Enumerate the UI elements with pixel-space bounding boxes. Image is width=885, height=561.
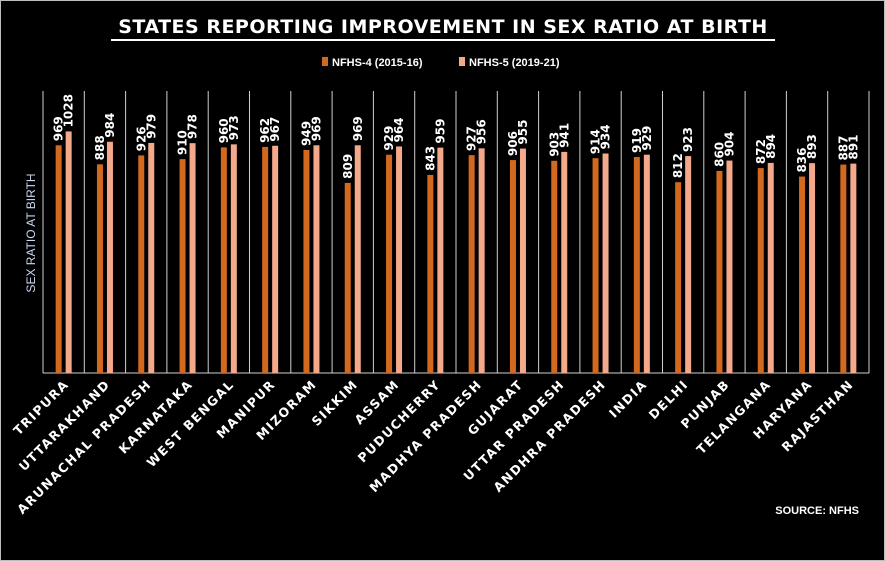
bar-nfhs4 [262, 146, 269, 373]
bar-nfhs4 [675, 182, 682, 373]
bar-nfhs5 [354, 145, 361, 373]
legend-label-nfhs5: NFHS-5 (2019-21) [469, 57, 560, 69]
bar-nfhs4 [757, 168, 764, 373]
bar-nfhs4 [468, 155, 475, 373]
data-label: 860 [712, 142, 726, 167]
data-label: 872 [754, 139, 768, 164]
bar-nfhs5 [230, 144, 237, 373]
legend-label-nfhs4: NFHS-4 (2015-16) [332, 57, 423, 69]
data-label: 960 [217, 118, 231, 143]
bar-nfhs5 [396, 146, 403, 373]
bar-nfhs5 [148, 142, 155, 373]
data-label: 906 [506, 131, 520, 156]
data-label: 955 [516, 120, 530, 145]
data-label: 949 [299, 121, 313, 146]
data-label: 979 [144, 114, 158, 139]
bar-nfhs5 [767, 162, 774, 373]
data-label: 836 [795, 147, 809, 172]
bar-nfhs4 [840, 164, 847, 373]
data-label: 934 [599, 124, 613, 149]
data-label: 973 [227, 115, 241, 140]
bar-nfhs5 [561, 151, 568, 373]
data-label: 910 [176, 130, 190, 155]
data-label: 967 [268, 117, 282, 142]
data-label: 812 [671, 153, 685, 178]
bar-nfhs5 [106, 141, 113, 373]
bar-nfhs5 [809, 163, 816, 373]
data-label: 904 [722, 131, 736, 156]
bar-nfhs4 [509, 160, 516, 373]
bar-nfhs4 [55, 145, 62, 373]
bar-nfhs4 [799, 176, 806, 373]
x-tick-label: KARNATAKA [116, 377, 196, 457]
bar-nfhs5 [850, 163, 857, 373]
bar-nfhs5 [685, 156, 692, 373]
bar-nfhs4 [303, 149, 310, 373]
bar-nfhs4 [427, 174, 434, 373]
data-label: 964 [392, 117, 406, 142]
data-label: 891 [846, 135, 860, 160]
data-label: 962 [258, 118, 272, 143]
data-label: 894 [764, 134, 778, 159]
bar-nfhs4 [592, 158, 599, 373]
data-label: 843 [423, 146, 437, 171]
data-label: 893 [805, 134, 819, 159]
data-label: 903 [547, 132, 561, 157]
x-tick-label: TELANGANA [693, 377, 773, 457]
bar-nfhs4 [633, 157, 640, 373]
legend-swatch-nfhs5 [459, 57, 465, 66]
data-label: 984 [103, 113, 117, 138]
data-label: 809 [341, 154, 355, 179]
data-label: 978 [186, 114, 200, 139]
x-tick-label: INDIA [606, 377, 650, 421]
bar-nfhs4 [220, 147, 227, 373]
bar-nfhs4 [179, 159, 186, 373]
bar-nfhs5 [189, 143, 196, 373]
bar-nfhs5 [519, 148, 526, 373]
data-label: 926 [134, 126, 148, 151]
bar-nfhs5 [65, 131, 72, 373]
plot-area: 9691028TRIPURA888984UTTARAKHAND926979ARU… [10, 91, 870, 517]
bar-nfhs4 [96, 164, 103, 373]
data-label: 941 [557, 123, 571, 148]
bar-nfhs4 [551, 160, 558, 373]
chart-title: STATES REPORTING IMPROVEMENT IN SEX RATI… [118, 16, 768, 38]
data-label: 969 [309, 116, 323, 141]
data-label: 887 [836, 135, 850, 160]
data-label: 1028 [62, 94, 76, 127]
data-label: 956 [475, 119, 489, 144]
bar-nfhs5 [272, 145, 279, 373]
bar-nfhs5 [602, 153, 609, 373]
data-label: 927 [465, 126, 479, 151]
data-label: 923 [681, 127, 695, 152]
y-axis-label: SEX RATIO AT BIRTH [24, 173, 38, 292]
bar-nfhs4 [138, 155, 145, 373]
data-label: 919 [630, 128, 644, 153]
bar-nfhs5 [313, 145, 320, 373]
data-label: 969 [351, 116, 365, 141]
x-tick-label: RAJASTHAN [779, 377, 857, 455]
bar-nfhs4 [716, 170, 723, 373]
legend: NFHS-4 (2015-16) NFHS-5 (2019-21) [322, 57, 560, 69]
data-label: 929 [382, 126, 396, 151]
data-label: 969 [52, 116, 66, 141]
legend-swatch-nfhs4 [322, 57, 328, 66]
source-note: SOURCE: NFHS [775, 505, 859, 517]
bar-nfhs5 [437, 147, 444, 373]
data-label: 914 [589, 129, 603, 154]
bar-nfhs4 [344, 182, 351, 373]
bar-nfhs5 [478, 148, 485, 373]
data-label: 888 [93, 135, 107, 160]
data-label: 959 [433, 119, 447, 144]
bar-nfhs4 [386, 154, 393, 373]
bar-nfhs5 [643, 154, 650, 373]
data-label: 929 [640, 126, 654, 151]
bar-nfhs5 [726, 160, 733, 373]
